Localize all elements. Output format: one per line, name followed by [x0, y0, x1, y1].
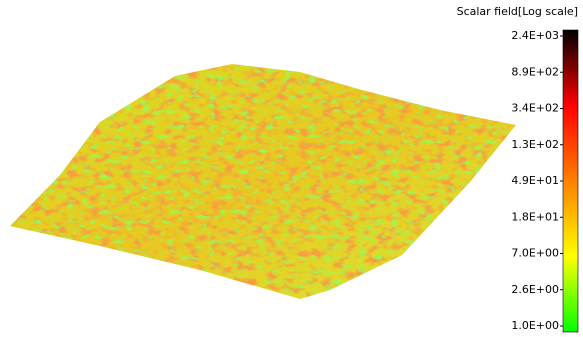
colorbar-tick-label: 1.3E+02	[511, 138, 559, 151]
colorbar-tick-label: 7.0E+00	[511, 247, 559, 260]
colorbar-tick-label: 1.8E+01	[511, 210, 559, 223]
colorbar-tick-label: 2.6E+00	[511, 283, 559, 296]
colorbar-tick-label: 3.4E+02	[511, 102, 559, 115]
colorbar-title: Scalar field[Log scale]	[457, 5, 578, 18]
colorbar-tick-label: 1.0E+00	[511, 319, 559, 332]
colorbar-tick-label: 8.9E+02	[511, 65, 559, 78]
colorbar-scale	[562, 29, 579, 333]
colorbar-tick-label: 2.4E+03	[511, 29, 559, 42]
colorbar-tick-label: 4.9E+01	[511, 174, 559, 187]
terrain	[10, 64, 516, 299]
